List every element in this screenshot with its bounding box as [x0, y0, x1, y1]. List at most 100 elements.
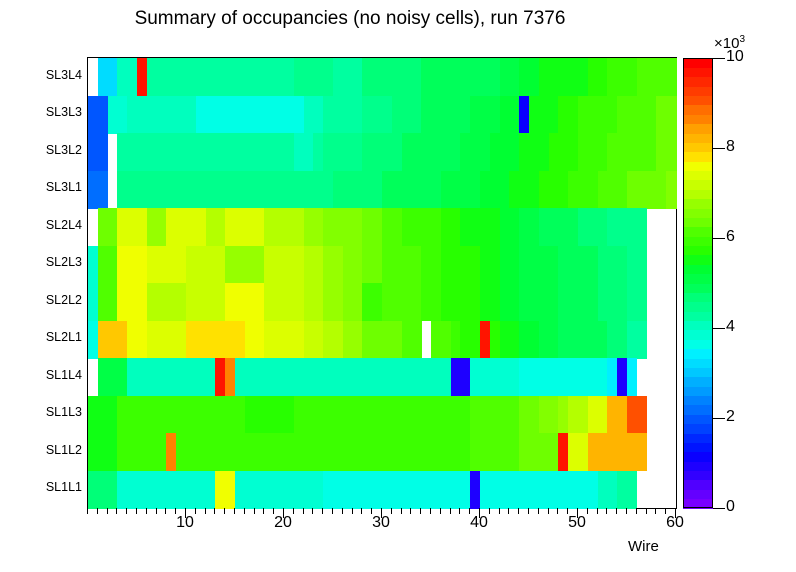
heatmap-cell	[627, 395, 648, 434]
heatmap-cell	[470, 58, 501, 97]
heatmap-cell	[607, 320, 628, 359]
heatmap-cell	[558, 320, 579, 359]
heatmap-cell	[450, 320, 461, 359]
heatmap-cell	[656, 95, 677, 134]
heatmap-cell	[362, 95, 393, 134]
heatmap-cell	[627, 283, 648, 322]
heatmap-cell	[303, 320, 324, 359]
heatmap-cell	[587, 395, 608, 434]
heatmap-cell	[186, 283, 226, 322]
y-axis-label-sl1l4: SL1L4	[45, 367, 82, 382]
heatmap-cell	[440, 208, 461, 247]
color-bar-band	[683, 376, 713, 387]
heatmap-cell	[558, 395, 569, 434]
heatmap-cell	[627, 208, 648, 247]
heatmap-cell	[480, 95, 501, 134]
heatmap-cell	[519, 95, 530, 134]
x-axis-minor-tick	[341, 508, 343, 514]
color-bar-tick-label: 2	[726, 408, 735, 425]
color-bar-band	[683, 423, 713, 434]
color-bar-band	[683, 442, 713, 453]
heatmap-cell	[303, 245, 324, 284]
heatmap-cell	[333, 170, 363, 209]
color-bar-band	[683, 189, 713, 200]
color-bar-band	[683, 226, 713, 237]
x-axis-minor-tick	[537, 508, 539, 514]
heatmap-cell	[88, 395, 118, 434]
heatmap-cell	[499, 95, 520, 134]
heatmap-cell	[450, 358, 471, 397]
x-axis-minor-tick	[263, 508, 265, 514]
heatmap-cell	[323, 283, 344, 322]
x-axis-minor-tick	[145, 508, 147, 514]
x-axis-minor-tick	[459, 508, 461, 514]
heatmap-cell	[470, 470, 481, 509]
heatmap-cell	[529, 95, 540, 134]
heatmap-cell	[225, 283, 265, 322]
color-bar-band	[683, 236, 713, 247]
heatmap-cell	[421, 395, 471, 434]
heatmap-cell	[333, 58, 363, 97]
heatmap-cell	[244, 58, 295, 97]
x-axis-tick-label: 20	[274, 514, 292, 531]
heatmap-cell	[117, 470, 216, 509]
color-bar-band	[683, 95, 713, 106]
heatmap-cell	[519, 320, 540, 359]
color-bar-band	[683, 273, 713, 284]
color-bar-band	[683, 76, 713, 87]
heatmap-cell	[146, 320, 187, 359]
heatmap-cell	[88, 320, 99, 359]
heatmap-cell	[519, 58, 540, 97]
color-bar-band	[683, 451, 713, 462]
heatmap-cell	[303, 95, 324, 134]
heatmap-cell	[460, 283, 481, 322]
heatmap-cell	[88, 170, 109, 209]
x-axis-minor-tick	[116, 508, 118, 514]
heatmap-cell	[519, 283, 540, 322]
color-bar-band	[683, 217, 713, 228]
y-axis-label-sl1l1: SL1L1	[45, 480, 82, 495]
x-axis-minor-tick	[439, 508, 441, 514]
color-bar-band	[683, 292, 713, 303]
heatmap-cell	[499, 433, 520, 472]
heatmap-cell	[480, 283, 501, 322]
heatmap-cell	[323, 245, 344, 284]
heatmap-cell	[362, 133, 383, 172]
heatmap-cell	[499, 283, 520, 322]
heatmap-cell	[274, 470, 324, 509]
heatmap-cell	[656, 133, 677, 172]
heatmap-cell	[146, 245, 187, 284]
heatmap-cell	[342, 133, 363, 172]
heatmap-cell	[470, 395, 501, 434]
heatmap-cell	[578, 133, 589, 172]
heatmap-cell	[244, 395, 295, 434]
heatmap-cell	[264, 133, 295, 172]
exponent-mantissa: ×10	[714, 35, 740, 52]
heatmap-cell	[88, 470, 118, 509]
heatmap-cell	[401, 208, 422, 247]
heatmap-cell	[382, 283, 403, 322]
x-axis-minor-tick	[214, 508, 216, 514]
heatmap-cell	[519, 245, 540, 284]
x-axis-minor-tick	[449, 508, 451, 514]
x-axis-minor-tick	[175, 508, 177, 514]
x-axis-minor-tick	[645, 508, 647, 514]
heatmap-cell	[489, 170, 510, 209]
heatmap-cell	[401, 170, 422, 209]
heatmap-cell	[480, 320, 491, 359]
heatmap-cell	[97, 208, 118, 247]
heatmap-cell	[225, 208, 265, 247]
heatmap-cell	[107, 95, 128, 134]
color-bar-band	[683, 161, 713, 172]
heatmap-cell	[382, 245, 403, 284]
x-axis-minor-tick	[488, 508, 490, 514]
heatmap-cell	[538, 95, 559, 134]
heatmap-cell	[215, 358, 226, 397]
heatmap-cell	[235, 358, 422, 397]
color-bar-band	[683, 348, 713, 359]
heatmap-cell	[607, 58, 638, 97]
y-axis-label-sl2l4: SL2L4	[45, 217, 82, 232]
color-bar-tick-label: 10	[726, 48, 744, 65]
x-axis-minor-tick	[253, 508, 255, 514]
heatmap-cell	[401, 245, 422, 284]
